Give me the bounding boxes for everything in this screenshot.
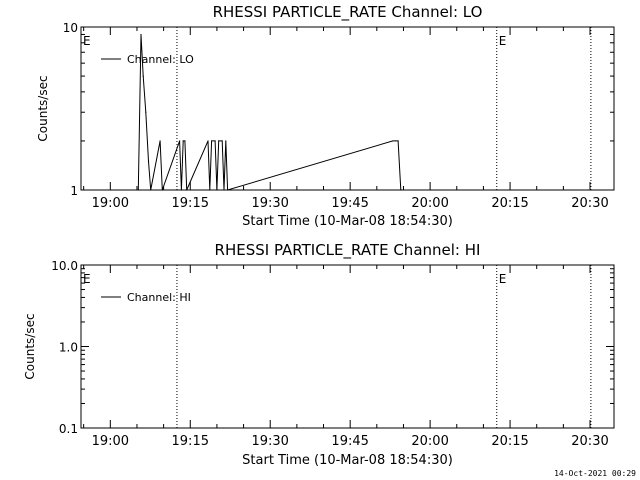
lo-data-point	[147, 160, 150, 162]
hi-x-tick-label: 19:00	[92, 434, 129, 449]
lo-data-point	[159, 140, 161, 142]
hi-x-tick-label: 20:15	[491, 434, 528, 449]
lo-data-point	[223, 189, 225, 191]
lo-plot-frame	[80, 26, 615, 191]
lo-y-tick-label: 10	[63, 21, 78, 35]
lo-data-point	[145, 111, 147, 113]
lo-x-tick-label: 19:15	[172, 196, 209, 211]
lo-legend-label: Channel: LO	[127, 53, 194, 66]
hi-x-tick-label: 19:30	[251, 434, 288, 449]
lo-x-tick-label: 20:00	[411, 196, 448, 211]
hi-x-tick-label: 20:00	[411, 434, 448, 449]
lo-data-point	[186, 189, 188, 191]
hi-y-tick-label: 1.0	[59, 341, 78, 355]
lo-data-point	[140, 33, 142, 36]
hi-x-axis-label: Start Time (10-Mar-08 18:54:30)	[242, 453, 453, 468]
lo-event-marker-label: E	[499, 34, 507, 48]
hi-chart-title: RHESSI PARTICLE_RATE Channel: HI	[215, 241, 481, 260]
lo-data-point	[392, 140, 394, 142]
lo-y-axis-label: Counts/sec	[36, 75, 50, 141]
lo-data-point	[209, 189, 211, 191]
lo-x-tick-label: 19:45	[331, 196, 368, 211]
lo-y-tick-label: 1	[70, 184, 78, 198]
lo-data-point	[225, 140, 227, 142]
lo-data-point	[142, 75, 144, 77]
hi-x-tick-label: 20:30	[571, 434, 608, 449]
lo-data-point	[150, 189, 152, 191]
lo-x-tick-label: 20:15	[491, 196, 528, 211]
hi-plot-frame	[80, 264, 615, 429]
lo-x-tick-label: 19:00	[92, 196, 129, 211]
lo-data-point	[137, 189, 139, 191]
lo-x-tick-label: 19:30	[251, 196, 288, 211]
lo-data-point	[397, 140, 399, 142]
lo-data-point	[226, 189, 229, 191]
footer-timestamp: 14-Oct-2021 00:29	[554, 469, 636, 478]
lo-x-tick-label: 20:30	[571, 196, 608, 211]
lo-data-point	[210, 140, 213, 142]
lo-data-point	[216, 189, 218, 191]
hi-y-tick-label: 0.1	[59, 422, 78, 436]
hi-x-tick-label: 19:15	[172, 434, 209, 449]
hi-x-tick-label: 19:45	[331, 434, 368, 449]
hi-event-marker-label: E	[499, 272, 507, 286]
lo-data-point	[394, 140, 397, 142]
lo-data-point	[207, 140, 209, 142]
lo-event-marker-label: E	[83, 34, 91, 48]
lo-data-point	[179, 140, 181, 142]
lo-data-point	[161, 189, 163, 191]
lo-data-point	[221, 140, 223, 142]
lo-data-point	[400, 189, 402, 191]
lo-data-point	[184, 140, 186, 142]
lo-data-point	[214, 140, 216, 142]
lo-data-point	[182, 140, 184, 142]
hi-legend-label: Channel: HI	[127, 291, 191, 304]
hi-event-marker-label: E	[83, 272, 91, 286]
lo-data-point	[180, 189, 182, 191]
lo-data-point	[218, 140, 220, 142]
hi-y-tick-label: 10.0	[51, 259, 78, 273]
lo-chart-title: RHESSI PARTICLE_RATE Channel: LO	[213, 3, 483, 22]
lo-x-axis-label: Start Time (10-Mar-08 18:54:30)	[242, 214, 453, 229]
hi-y-axis-label: Counts/sec	[23, 313, 37, 379]
